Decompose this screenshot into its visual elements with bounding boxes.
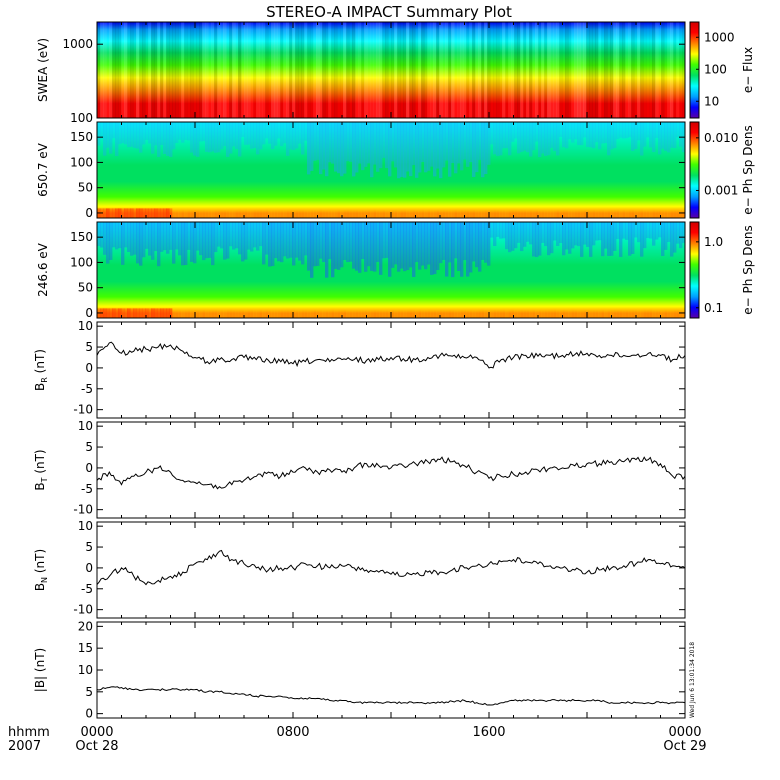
panel-7-ylabel: |B| (nT) <box>33 648 47 692</box>
spectrogram-texture-3 <box>97 222 686 318</box>
spectrogram-base-3 <box>97 222 685 318</box>
colorbar-3: 0.1 1.0 e− Ph Sp Dens <box>689 221 755 319</box>
panel-4-ytick-0: -10 <box>73 403 93 417</box>
time-tick-2-hhmm: 1600 <box>472 725 505 740</box>
panel-4-ytick-1: -5 <box>81 382 93 396</box>
panel-3: 0.1 1.0 e− Ph Sp Dens 246.6 eV 0 50 100 150 <box>36 221 755 320</box>
panel-2-ytick-1: 50 <box>78 181 93 195</box>
time-tick-1-hhmm: 0800 <box>276 725 309 740</box>
panel-2-ytick-0: 0 <box>85 206 93 220</box>
colorbar-2: 0.001 0.010 e− Ph Sp Dens <box>689 121 755 219</box>
panel-4: BR (nT) -10 -5 0 5 10 <box>33 319 686 419</box>
panel-4-ylabel: BR (nT) <box>33 349 49 391</box>
panel-1-ytick-1: 1000 <box>62 37 93 51</box>
panel-4-ytick-2: 0 <box>85 361 93 375</box>
panel-6-ytick-2: 0 <box>85 561 93 575</box>
panel-3-ytick-3: 150 <box>70 230 93 244</box>
timestamp-label: Wed Jun 6 13:01:34 2018 <box>689 642 696 718</box>
panel-6-ylabel: BN (nT) <box>33 549 49 591</box>
panel-7-ytick-2: 10 <box>78 663 93 677</box>
panel-7-ytick-3: 15 <box>78 641 93 655</box>
panel-2-ytick-2: 100 <box>70 155 93 169</box>
plot-title: STEREO-A IMPACT Summary Plot <box>266 3 512 21</box>
panel-5-ylabel: BT (nT) <box>33 449 49 490</box>
panel-5-ytick-0: -10 <box>73 503 93 517</box>
colorbar-1: 10 100 1000 e− Flux <box>689 21 755 119</box>
spectrogram-texture-2 <box>97 122 686 218</box>
time-axis-label-hhmm: hhmm <box>8 725 50 740</box>
colorbar-1-tick-0: 10 <box>704 94 719 108</box>
panel-1-ytick-0: 100 <box>70 111 93 125</box>
colorbar-3-tick-1: 1.0 <box>704 235 723 249</box>
time-tick-0-date: Oct 28 <box>75 739 118 754</box>
panel-4-ytick-4: 10 <box>78 319 93 333</box>
time-tick-3-hhmm: 0000 <box>668 725 701 740</box>
panel-5-ytick-2: 0 <box>85 461 93 475</box>
panel-5-ytick-4: 10 <box>78 419 93 433</box>
panel-6-ytick-1: -5 <box>81 582 93 596</box>
panel-7: |B| (nT) 0 5 10 15 20 <box>33 619 686 721</box>
panel-3-ytick-0: 0 <box>85 306 93 320</box>
series-line-7 <box>96 686 686 706</box>
spectrogram-base-1 <box>97 22 685 118</box>
spectrogram-texture-1 <box>97 22 686 118</box>
panel-4-ytick-3: 5 <box>85 340 93 354</box>
panel-2-ylabel: 650.7 eV <box>36 142 50 197</box>
colorbar-3-label: e− Ph Sp Dens <box>741 225 755 314</box>
time-tick-0-hhmm: 0000 <box>80 725 113 740</box>
panel-5-ytick-3: 5 <box>85 440 93 454</box>
series-line-5 <box>96 456 686 490</box>
spectrogram-base-2 <box>97 122 685 218</box>
colorbar-1-label: e− Flux <box>741 47 755 93</box>
panel-2-ytick-3: 150 <box>70 130 93 144</box>
panel-5-ytick-1: -5 <box>81 482 93 496</box>
panel-5: BT (nT) -10 -5 0 5 10 <box>33 419 686 519</box>
panel-1-ylabel: SWEA (eV) <box>36 38 50 102</box>
panel-1: 10 100 1000 e− Flux SWEA (eV) 100 1000 <box>36 21 755 125</box>
time-tick-3-date: Oct 29 <box>663 739 706 754</box>
panel-6-ytick-3: 5 <box>85 540 93 554</box>
panel-7-ytick-4: 20 <box>78 619 93 633</box>
colorbar-2-label: e− Ph Sp Dens <box>741 125 755 214</box>
panel-7-ytick-1: 5 <box>85 685 93 699</box>
time-axis-label-year: 2007 <box>8 739 41 754</box>
colorbar-3-tick-0: 0.1 <box>704 301 723 315</box>
colorbar-1-tick-2: 1000 <box>704 30 735 44</box>
panel-2: 0.001 0.010 e− Ph Sp Dens 650.7 eV 0 50 100 150 <box>36 121 755 220</box>
colorbar-2-tick-1: 0.010 <box>704 131 738 145</box>
colorbar-1-tick-1: 100 <box>704 62 727 76</box>
panel-6: BN (nT) -10 -5 0 5 10 <box>33 519 686 619</box>
panel-6-ytick-0: -10 <box>73 603 93 617</box>
panel-7-ytick-0: 0 <box>85 707 93 721</box>
panel-3-ylabel: 246.6 eV <box>36 242 50 297</box>
series-line-6 <box>96 549 686 586</box>
series-line-4 <box>96 341 686 369</box>
panel-3-ytick-1: 50 <box>78 281 93 295</box>
colorbar-2-tick-0: 0.001 <box>704 183 738 197</box>
panel-3-ytick-2: 100 <box>70 255 93 269</box>
panel-6-ytick-4: 10 <box>78 519 93 533</box>
